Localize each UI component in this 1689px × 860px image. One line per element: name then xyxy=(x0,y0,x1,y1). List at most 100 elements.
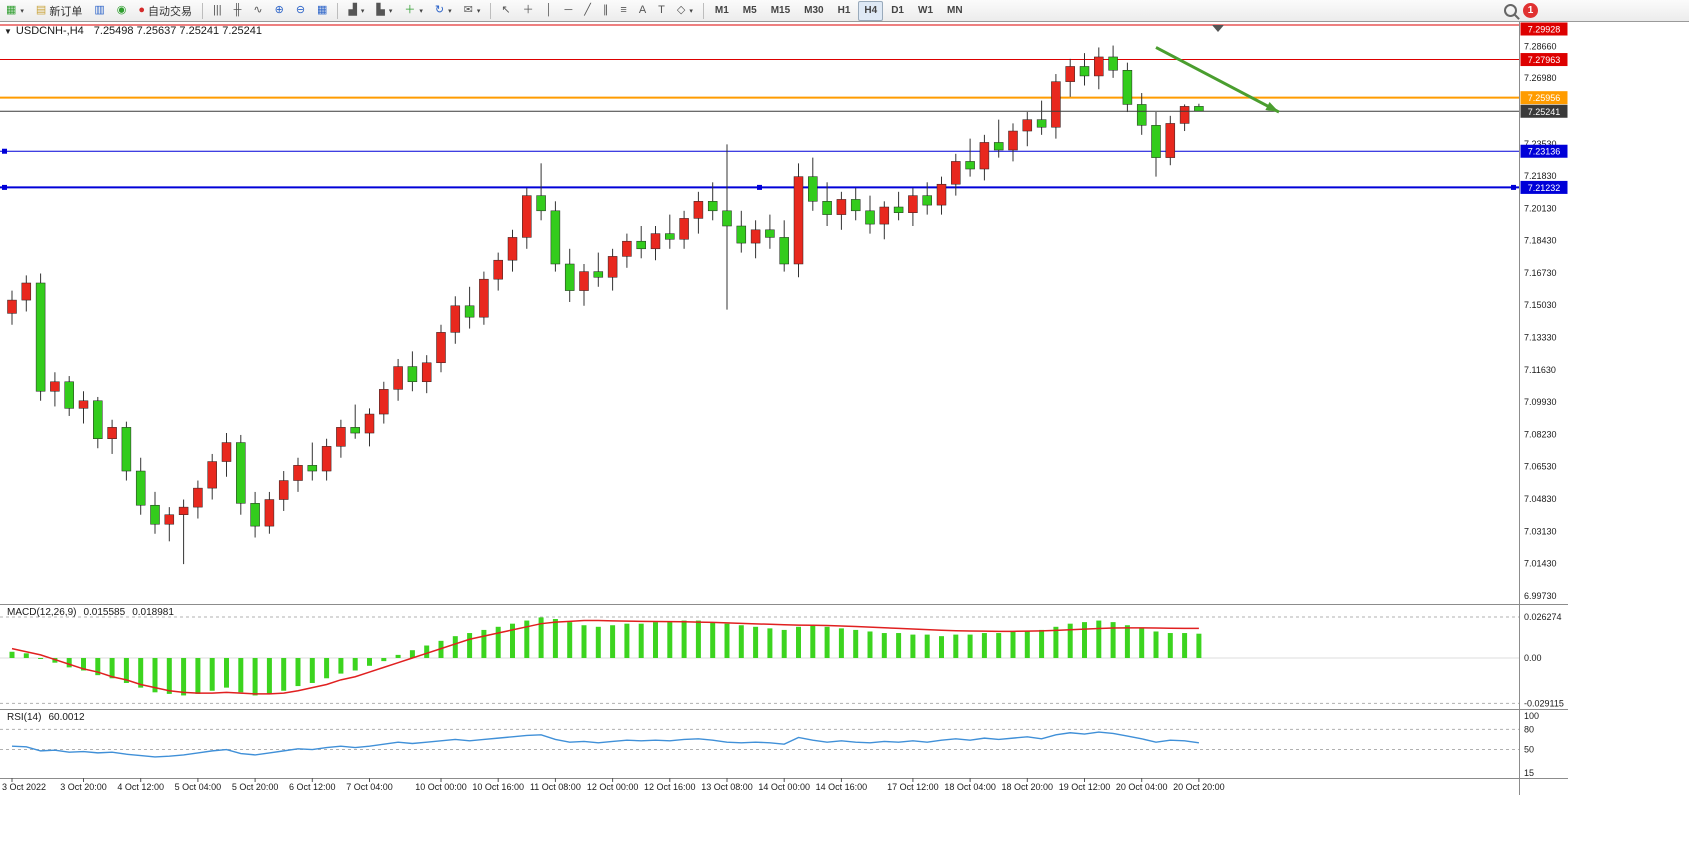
notification-badge[interactable]: 1 xyxy=(1523,3,1538,18)
time-tick-label: 5 Oct 04:00 xyxy=(175,782,222,792)
price-tick-label: 7.09930 xyxy=(1524,397,1557,407)
timeframe-h1[interactable]: H1 xyxy=(837,5,851,16)
tile-windows-button[interactable]: ▦ xyxy=(312,1,332,21)
candle-body xyxy=(808,176,818,202)
timeframe-m30[interactable]: M30 xyxy=(804,5,824,16)
vertical-line-icon: │ xyxy=(545,4,553,16)
price-badge-label: 7.29928 xyxy=(1528,25,1561,35)
template-chart-icon: ▙ xyxy=(376,4,385,16)
time-tick-label: 20 Oct 04:00 xyxy=(1116,782,1168,792)
line-handle-right xyxy=(1511,184,1516,190)
price-badge xyxy=(1520,104,1568,118)
cursor-tool-button[interactable]: ↖ xyxy=(496,1,515,21)
macd-histogram-bar xyxy=(224,658,229,688)
time-tick-label: 3 Oct 2022 xyxy=(2,782,46,792)
trendline-icon: ╱ xyxy=(584,4,591,16)
horizontal-lines[interactable] xyxy=(0,24,1519,189)
time-tick-label: 12 Oct 16:00 xyxy=(644,782,696,792)
zoom-in-button[interactable]: ⊕ xyxy=(270,1,289,21)
time-tick-label: 17 Oct 12:00 xyxy=(887,782,939,792)
candle-body xyxy=(164,514,175,525)
macd-indicator-label: MACD(12,26,9) 0.015585 0.018981 xyxy=(7,607,174,618)
search-icon[interactable] xyxy=(1504,4,1517,17)
template-button[interactable]: ▙ ▾ xyxy=(371,1,397,21)
macd-histogram-bar xyxy=(981,633,987,658)
time-tick-label: 7 Oct 04:00 xyxy=(346,782,393,792)
market-watch-icon: ▥ xyxy=(94,4,105,16)
timeframe-m1[interactable]: M1 xyxy=(714,5,729,16)
macd-histogram-bar xyxy=(1110,622,1116,658)
candle-body xyxy=(107,427,117,439)
fibonacci-tool-button[interactable]: ≡ xyxy=(615,1,631,21)
time-tick-label: 18 Oct 20:00 xyxy=(1002,782,1054,792)
price-badge xyxy=(1520,144,1568,158)
zoom-out-button[interactable]: ⊖ xyxy=(291,1,310,21)
crosshair-tool-button[interactable]: ＋ xyxy=(518,1,539,21)
timeframe-d1[interactable]: D1 xyxy=(891,5,904,16)
macd-histogram-bar xyxy=(1139,628,1145,658)
price-tick-label: 7.11630 xyxy=(1524,365,1556,375)
indicator-list-button[interactable]: ▟ ▾ xyxy=(343,1,369,21)
chevron-down-icon: ▾ xyxy=(20,7,24,15)
price-tick-label: 7.26980 xyxy=(1524,73,1557,83)
macd-histogram-bar xyxy=(695,620,701,658)
candle-body xyxy=(221,442,232,462)
price-tick-label: 7.01430 xyxy=(1524,559,1557,569)
timeframe-mn[interactable]: MN xyxy=(947,5,963,16)
line-chart-button[interactable]: ∿ xyxy=(248,1,267,21)
trend-arrow-annotation[interactable] xyxy=(1155,46,1280,114)
time-tick-label: 14 Oct 00:00 xyxy=(758,782,810,792)
macd-histogram-bar xyxy=(939,636,944,658)
new-order-button[interactable]: ▤ 新订单 xyxy=(31,1,87,21)
shapes-tool-button[interactable]: ◇ ▾ xyxy=(672,1,698,21)
trendline-tool-button[interactable]: ╱ xyxy=(579,1,596,21)
navigator-icon: ◉ xyxy=(116,4,127,16)
timeframe-m5[interactable]: M5 xyxy=(742,5,757,16)
candle-body xyxy=(1008,130,1018,151)
bar-chart-button[interactable]: ||| xyxy=(208,1,227,21)
indicator-chart-icon: ▟ xyxy=(348,4,357,16)
candle-body xyxy=(722,210,732,227)
vertical-line-tool-button[interactable]: │ xyxy=(541,1,558,21)
macd-histogram-bar xyxy=(95,658,101,676)
candle-body xyxy=(993,142,1004,151)
add-indicator-button[interactable]: ＋ ▾ xyxy=(399,1,428,21)
hline-handles[interactable] xyxy=(2,148,1516,190)
line-handle-left xyxy=(2,148,7,154)
line-handle-center xyxy=(757,184,762,190)
mail-button[interactable]: ✉ ▾ xyxy=(459,1,486,21)
candle-body xyxy=(121,427,132,472)
macd-histogram-bar xyxy=(681,620,687,658)
tile-windows-icon: ▦ xyxy=(317,4,328,16)
candle-body xyxy=(1094,56,1104,77)
one-click-trading-toggle-icon[interactable]: ▼ xyxy=(4,27,12,36)
timeframe-h4[interactable]: H4 xyxy=(858,0,884,21)
chart-shift-marker-icon[interactable] xyxy=(1212,25,1224,32)
macd-histogram-bar xyxy=(9,651,15,658)
time-tick-label: 10 Oct 00:00 xyxy=(415,782,467,792)
candlestick-chart-button[interactable]: ╫ xyxy=(229,1,247,21)
text-tool-button[interactable]: A xyxy=(634,1,651,21)
timeframe-m15[interactable]: M15 xyxy=(770,5,791,16)
chevron-down-icon: ▾ xyxy=(419,7,423,15)
timeframe-w1[interactable]: W1 xyxy=(918,5,933,16)
text-label-tool-button[interactable]: T xyxy=(653,1,670,21)
macd-tick-label: -0.029115 xyxy=(1524,698,1564,708)
auto-trading-icon: ● xyxy=(138,4,145,16)
toolbar-separator xyxy=(702,2,704,19)
candle-body xyxy=(936,183,947,206)
candle-body xyxy=(1136,104,1147,126)
macd-histogram-bar xyxy=(538,617,544,658)
price-tick-label: 7.23530 xyxy=(1524,139,1557,149)
candle-body xyxy=(507,237,518,261)
horizontal-line-tool-button[interactable]: ─ xyxy=(559,1,577,21)
market-watch-button[interactable]: ▥ xyxy=(89,1,109,21)
channel-tool-button[interactable]: ∥ xyxy=(598,1,614,21)
navigator-button[interactable]: ◉ xyxy=(112,1,132,21)
refresh-icon: ↻ xyxy=(434,4,445,16)
new-chart-button[interactable]: ▦ ▾ xyxy=(1,1,29,21)
auto-trading-button[interactable]: ● 自动交易 xyxy=(133,1,197,21)
refresh-button[interactable]: ↻ ▾ xyxy=(430,1,457,21)
